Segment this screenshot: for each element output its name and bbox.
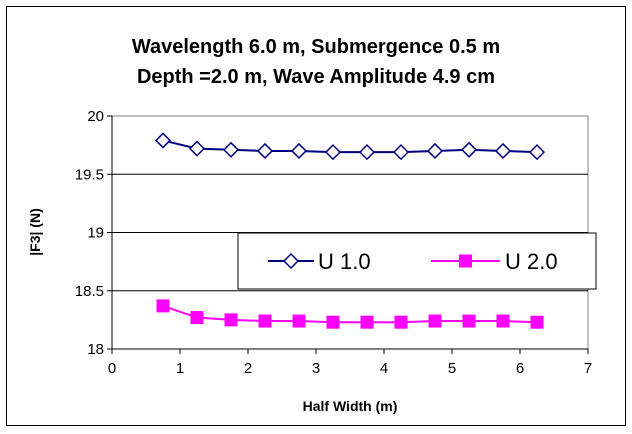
legend-marker — [282, 252, 300, 270]
data-point — [494, 142, 512, 160]
data-point — [426, 142, 444, 160]
data-point — [326, 315, 340, 329]
x-tick-label: 7 — [584, 360, 592, 377]
series-1 — [154, 132, 546, 161]
x-axis-label: Half Width (m) — [303, 398, 398, 414]
legend-label: U 2.0 — [505, 249, 558, 274]
y-tick-label: 19.5 — [75, 166, 104, 183]
data-point — [256, 142, 274, 160]
data-point — [360, 315, 374, 329]
x-tick-label: 5 — [448, 360, 456, 377]
data-point — [188, 140, 206, 157]
series-2 — [156, 299, 544, 329]
legend-label: U 1.0 — [318, 249, 371, 274]
data-point — [528, 144, 546, 161]
x-tick-label: 6 — [516, 360, 524, 377]
data-point — [154, 132, 172, 149]
legend-marker — [459, 254, 472, 268]
legend: U 1.0 U 2.0 — [237, 232, 597, 290]
data-point — [428, 314, 442, 328]
y-tick-label: 18 — [87, 341, 104, 358]
x-tick-label: 1 — [176, 360, 184, 377]
data-point — [324, 144, 342, 161]
data-point — [394, 315, 408, 329]
data-point — [462, 314, 476, 328]
x-tick-label: 0 — [108, 360, 116, 377]
data-point — [258, 314, 272, 328]
y-axis-label: |F3| (N) — [27, 208, 43, 256]
data-point — [496, 314, 510, 328]
y-tick-label: 20 — [87, 108, 104, 125]
data-point — [156, 299, 170, 313]
x-tick-label: 3 — [312, 360, 320, 377]
y-tick-label: 18.5 — [75, 283, 104, 300]
data-point — [530, 315, 544, 329]
data-point — [460, 141, 478, 158]
data-point — [222, 141, 240, 158]
data-point — [392, 144, 410, 161]
data-point — [190, 311, 204, 325]
x-tick-label: 4 — [380, 360, 388, 377]
chart-title-line-2: Depth =2.0 m, Wave Amplitude 4.9 cm — [136, 66, 496, 88]
legend-entry-2: U 2.0 — [431, 249, 558, 274]
data-point — [290, 142, 308, 160]
data-point — [358, 144, 376, 161]
data-point — [292, 314, 306, 328]
chart-title-line-1: Wavelength 6.0 m, Submergence 0.5 m — [131, 36, 501, 58]
y-tick-label: 19 — [87, 225, 104, 242]
legend-entry-1: U 1.0 — [268, 249, 371, 274]
data-point — [224, 313, 238, 327]
series-layer — [154, 132, 546, 329]
axis-ticks: 18 18.5 19 19.5 20 0 1 2 3 4 5 6 7 — [75, 108, 592, 377]
x-tick-label: 2 — [244, 360, 252, 377]
